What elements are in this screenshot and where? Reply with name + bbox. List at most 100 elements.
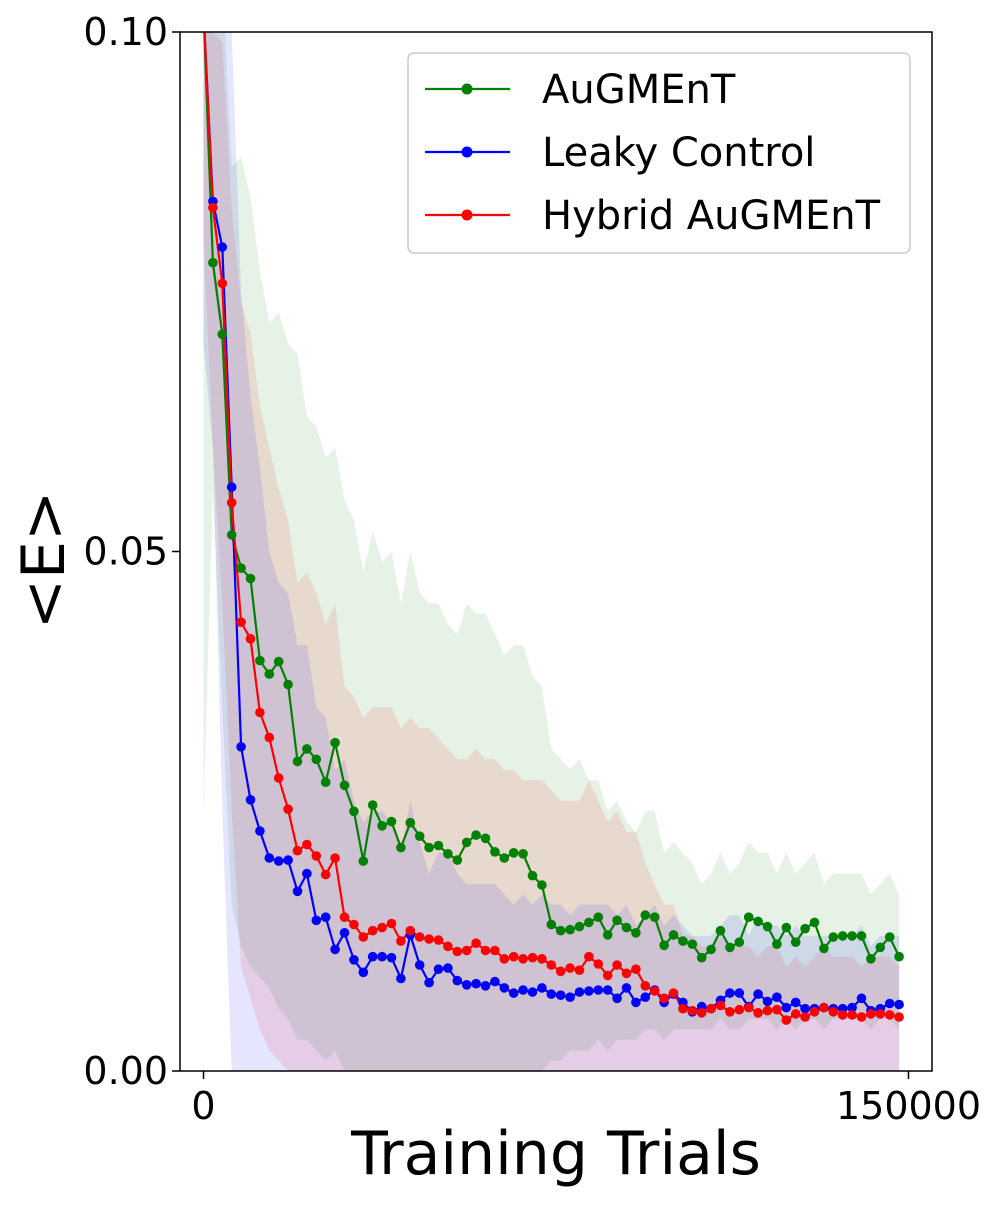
leaky-control-point [226,482,237,492]
leaky-control-point [217,242,228,252]
augment-point [377,821,387,831]
leaky-control-point [602,985,613,995]
legend-label: AuGMEnT [542,67,736,113]
hybrid-augment-point [245,634,256,644]
augment-point [565,924,575,935]
legend-label: Leaky Control [542,130,815,176]
hybrid-augment-point [527,952,538,963]
hybrid-augment-point [217,278,228,289]
hybrid-augment-point [555,966,566,977]
leaky-control-point [377,951,387,962]
augment-point [208,257,218,268]
leaky-control-point [734,988,745,998]
x-axis-ticks: 0 150000 [191,1071,981,1128]
series-points [208,196,904,1025]
hybrid-augment-point [283,804,293,814]
leaky-control-point [349,955,359,965]
leaky-control-point [414,960,425,970]
legend-swatch-marker [461,209,473,221]
hybrid-augment-point [433,935,444,945]
leaky-control-point [847,1002,857,1013]
legend-box [407,52,911,254]
legend-item-augment: AuGMEnT [425,67,736,113]
augment-point [584,917,594,928]
leaky-control-point [546,989,557,999]
augment-point [884,932,895,942]
hybrid-augment-point [847,1010,857,1020]
augment-point [518,849,528,859]
leaky-control-point [236,742,246,752]
leaky-control-point [283,855,293,865]
legend-items: AuGMEnT Leaky Control Hybrid AuGMEnT [425,67,881,239]
augment-point [405,817,416,828]
hybrid-augment-point [414,932,425,942]
hybrid-augment-point [452,946,463,957]
augment-point [386,816,397,827]
hybrid-augment-point [499,954,510,964]
leaky-control-point [621,983,632,993]
leaky-control-point [339,928,350,938]
y-tick-label: 0.05 [83,530,168,574]
hybrid-augment-point [208,202,218,213]
hybrid-augment-point [537,954,547,964]
leaky-control-point [762,996,773,1007]
augment-point [273,656,284,667]
hybrid-augment-point [640,981,651,991]
augment-point [743,912,754,922]
hybrid-augment-point [424,934,434,944]
leaky-control-point [396,973,406,984]
augment-point [687,939,698,949]
leaky-control-point [471,978,481,989]
augment-point [837,931,848,941]
hybrid-augment-point [659,993,669,1004]
leaky-control-point [490,976,500,987]
augment-point [255,655,265,666]
hybrid-augment-point [696,1008,707,1018]
x-axis-label: Training Trials [350,1119,761,1189]
hybrid-augment-point [405,925,416,936]
hybrid-augment-point [734,1004,745,1015]
hybrid-augment-point [443,941,453,952]
leaky-control-point [302,868,312,879]
confidence-bands [203,32,900,1071]
augment-point [499,853,510,863]
augment-point [894,951,904,962]
leaky-control-point [640,992,651,1002]
augment-point [631,928,641,938]
augment-point [678,936,688,946]
leaky-control-point [386,952,397,963]
augment-point [772,939,782,949]
leaky-control-point [800,1003,810,1014]
augment-point [480,833,491,844]
leaky-control-point [292,886,303,897]
leaky-control-point [725,988,735,998]
augment-point [800,923,810,934]
hybrid-augment-point [790,1009,801,1019]
x-tick-label: 0 [191,1084,215,1128]
hybrid-augment-point [255,707,265,718]
hybrid-augment-point [518,954,528,964]
hybrid-augment-point [584,951,594,962]
hybrid-augment-point [226,497,237,508]
augment-point [856,931,867,941]
augment-point [217,329,228,340]
augment-point [358,856,369,866]
leaky-control-point [584,986,594,996]
hybrid-augment-point [273,773,284,783]
hybrid-augment-point [508,951,519,962]
leaky-control-point [273,856,284,866]
hybrid-augment-point [302,839,312,850]
augment-point [452,855,463,865]
augment-point [433,840,444,851]
augment-point [828,932,839,942]
leaky-control-point [320,912,331,922]
augment-point [349,806,359,817]
augment-point [715,925,726,936]
augment-point [537,880,547,890]
augment-point [706,944,716,955]
hybrid-augment-point [367,925,378,936]
leaky-control-point [433,964,444,974]
hybrid-augment-point [612,960,622,970]
augment-point [696,952,707,963]
